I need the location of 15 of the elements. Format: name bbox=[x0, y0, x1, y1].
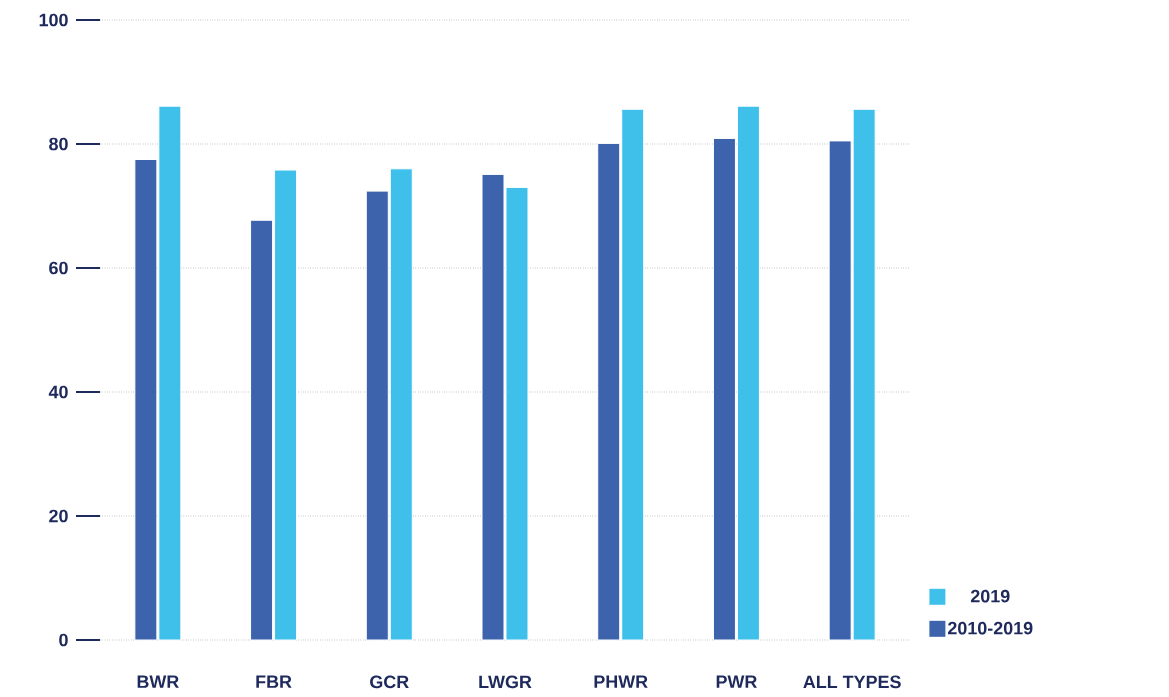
x-tick-label: BWR bbox=[137, 675, 179, 688]
y-tick-label: 80 bbox=[49, 137, 68, 151]
x-tick-label: LWGR bbox=[479, 675, 532, 689]
x-tick-label: PWR bbox=[716, 675, 757, 688]
legend-label: 2010-2019 bbox=[948, 621, 1033, 635]
x-tick-label: PHWR bbox=[594, 675, 648, 688]
legend-label: 2019 bbox=[970, 589, 1010, 603]
x-tick-label: FBR bbox=[256, 675, 292, 688]
y-tick-label: 0 bbox=[59, 633, 68, 647]
x-tick-label: GCR bbox=[370, 675, 409, 689]
y-tick-label: 100 bbox=[39, 13, 68, 27]
x-tick-label: ALL TYPES bbox=[803, 675, 901, 689]
y-tick-label: 60 bbox=[49, 261, 68, 275]
y-tick-label: 20 bbox=[49, 509, 68, 523]
y-tick-label: 40 bbox=[48, 385, 68, 399]
